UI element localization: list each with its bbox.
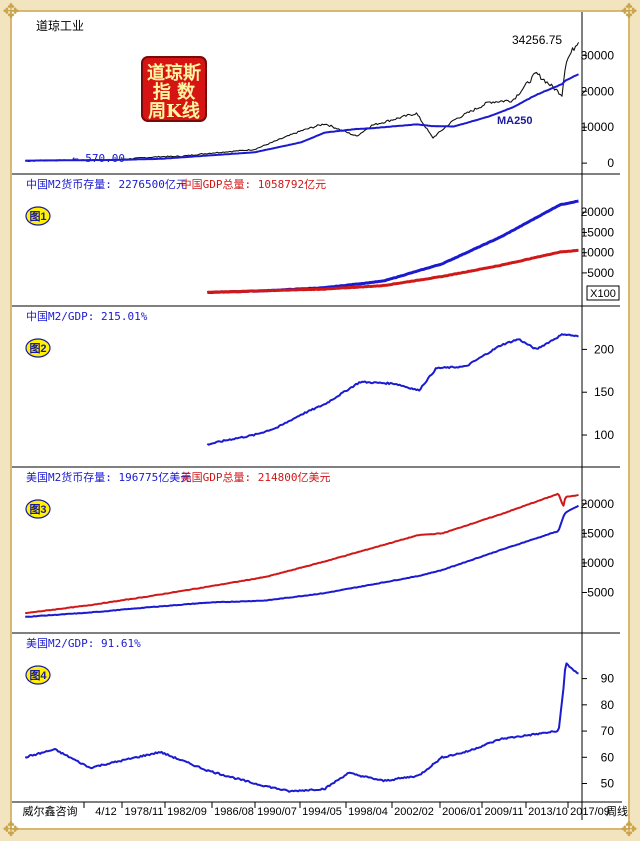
chart-title: 道琼工业: [36, 18, 84, 33]
y-tick-label: 50: [601, 777, 615, 791]
unit-box: [586, 285, 620, 301]
x-tick-label: 1998/04: [348, 806, 388, 818]
y-tick-label: 5000: [587, 266, 614, 280]
figure-badge-label: 图4: [29, 669, 47, 682]
figure-badge: [25, 499, 51, 519]
figure-badge-label: 图2: [29, 342, 46, 355]
legend-entry: 中国M2货币存量: 2276500亿元: [26, 177, 187, 191]
logo-text: 道琼斯: [147, 62, 201, 84]
x-tick-label: 2006/01: [442, 806, 482, 818]
y-tick-label: 30000: [581, 48, 615, 62]
x-tick-label: 2013/10: [528, 806, 568, 818]
y-tick-label: 0: [607, 156, 614, 170]
y-tick-label: 20000: [581, 84, 615, 98]
series-line: [24, 662, 579, 793]
y-tick-label: 60: [601, 750, 615, 764]
series-line: [25, 42, 579, 162]
y-tick-label: 15000: [581, 526, 615, 540]
logo-text: 周K线: [148, 100, 200, 122]
logo-text: 指 数: [153, 81, 196, 103]
x-tick-label: 2009/11: [485, 806, 524, 818]
period-label: 周线: [606, 804, 628, 818]
y-tick-label: 100: [594, 428, 614, 442]
x-tick-label: 1978/11: [125, 806, 164, 818]
series-line: [207, 199, 579, 295]
corner-ornament-icon: ✥: [620, 817, 638, 841]
x-tick-label: 1990/07: [257, 806, 297, 818]
figure-badge-label: 图3: [29, 503, 46, 516]
y-tick-label: 70: [601, 724, 615, 738]
chart-frame: 0 10000 20000 30000 道琼工业 34256.75 ← 570.00 MA25…: [10, 10, 630, 830]
x-tick-label: 2002/02: [394, 806, 434, 818]
x-tick-label: 4/12: [95, 806, 116, 818]
y-tick-label: 10000: [581, 556, 615, 570]
legend-entry: 美国M2货币存量: 196775亿美元: [26, 470, 191, 484]
series-line: [25, 73, 579, 162]
series-line: [206, 333, 579, 446]
legend-entry: 中国M2/GDP: 215.01%: [26, 310, 148, 323]
logo-box: [141, 56, 207, 122]
unit-label: X100: [590, 288, 616, 300]
y-tick-label: 20000: [581, 205, 615, 219]
corner-ornament-icon: ✥: [2, 817, 20, 841]
series-line: [25, 504, 580, 618]
y-tick-label: 80: [601, 698, 615, 712]
y-tick-label: 20000: [581, 497, 615, 511]
x-tick-label: 1986/08: [214, 806, 254, 818]
x-tick-label: 1994/05: [302, 806, 342, 818]
x-tick-label: 威尔鑫咨询: [23, 804, 78, 818]
figure-badge: [25, 338, 51, 358]
figure-badge: [25, 206, 51, 226]
legend-entry: 美国M2/GDP: 91.61%: [26, 637, 141, 650]
legend-entry: 中国GDP总量: 1058792亿元: [181, 177, 326, 191]
y-tick-label: 5000: [587, 585, 614, 599]
corner-ornament-icon: ✥: [620, 0, 638, 23]
y-tick-label: 90: [601, 672, 615, 686]
figure-badge-label: 图1: [29, 210, 46, 223]
x-tick-label: 2017/09: [570, 806, 610, 818]
chart-canvas: 0 10000 20000 30000 道琼工业 34256.75 ← 570.00 MA25…: [12, 12, 628, 820]
series-line: [207, 248, 579, 294]
x-tick-label: 1982/09: [167, 806, 207, 818]
corner-ornament-icon: ✥: [2, 0, 20, 23]
y-tick-label: 10000: [581, 120, 615, 134]
last-value-label: 34256.75: [512, 33, 562, 47]
y-tick-label: 10000: [581, 246, 615, 260]
figure-badge: [25, 665, 51, 685]
y-tick-label: 200: [594, 342, 614, 356]
series-line: [25, 492, 579, 615]
legend-entry: 美国GDP总量: 214800亿美元: [181, 470, 331, 484]
min-value-label: ← 570.00: [72, 152, 125, 165]
ma250-label: MA250: [497, 115, 532, 127]
y-tick-label: 150: [594, 385, 614, 399]
y-tick-label: 15000: [581, 225, 615, 239]
